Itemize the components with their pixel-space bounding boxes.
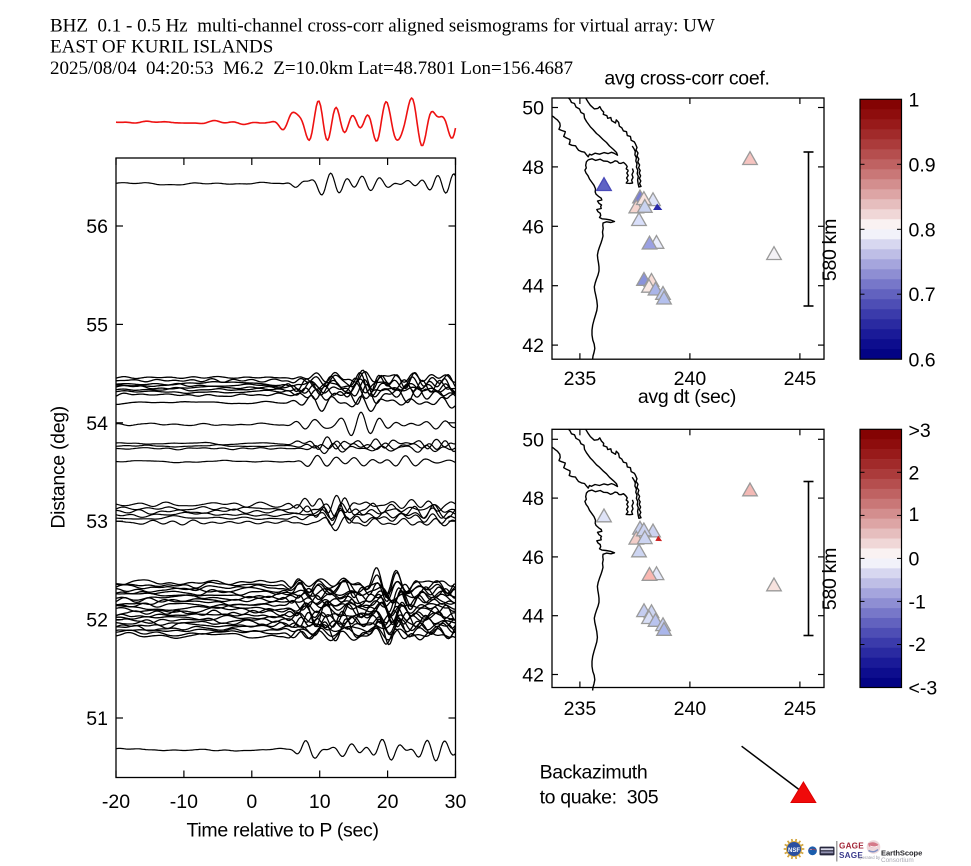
svg-text:0.6: 0.6 — [909, 349, 936, 371]
svg-text:55: 55 — [86, 314, 108, 336]
svg-text:2: 2 — [909, 462, 920, 484]
svg-text:56: 56 — [86, 216, 108, 238]
svg-text:245: 245 — [784, 368, 817, 390]
svg-text:48: 48 — [522, 157, 544, 179]
svg-text:Consortium: Consortium — [881, 857, 914, 864]
svg-text:to quake: 305: to quake: 305 — [540, 786, 659, 808]
svg-text:Distance (deg): Distance (deg) — [48, 406, 70, 529]
svg-text:54: 54 — [86, 413, 108, 435]
svg-text:-20: -20 — [102, 791, 130, 813]
svg-text:0: 0 — [246, 791, 257, 813]
svg-text:240: 240 — [674, 698, 707, 720]
svg-text:42: 42 — [522, 665, 544, 687]
svg-text:235: 235 — [564, 368, 597, 390]
svg-text:1: 1 — [909, 90, 920, 112]
svg-text:52: 52 — [86, 610, 108, 632]
svg-text:0.8: 0.8 — [909, 219, 936, 241]
svg-text:50: 50 — [522, 98, 544, 120]
svg-text:50: 50 — [522, 429, 544, 451]
svg-text:EAST OF KURIL ISLANDS: EAST OF KURIL ISLANDS — [50, 37, 273, 58]
svg-text:avg cross-corr coef.: avg cross-corr coef. — [604, 68, 769, 90]
svg-text:operated by: operated by — [858, 855, 881, 860]
svg-text:51: 51 — [86, 708, 108, 730]
svg-text:0.9: 0.9 — [909, 154, 936, 176]
svg-text:<-3: <-3 — [909, 678, 938, 700]
svg-text:580 km: 580 km — [819, 548, 841, 610]
svg-text:-2: -2 — [909, 634, 926, 656]
svg-text:Backazimuth: Backazimuth — [540, 762, 648, 784]
svg-text:GAGE: GAGE — [839, 842, 864, 851]
svg-text:Time relative to P (sec): Time relative to P (sec) — [186, 820, 378, 842]
svg-text:BHZ 0.1 - 0.5 Hz multi-chann: BHZ 0.1 - 0.5 Hz multi-channel cross-cor… — [50, 16, 715, 37]
svg-text:30: 30 — [445, 791, 467, 813]
svg-text:53: 53 — [86, 511, 108, 533]
svg-text:EarthScope: EarthScope — [881, 849, 922, 858]
svg-text:-10: -10 — [170, 791, 198, 813]
svg-text:46: 46 — [522, 547, 544, 569]
svg-text:10: 10 — [309, 791, 331, 813]
svg-text:240: 240 — [674, 368, 707, 390]
svg-text:0.7: 0.7 — [909, 284, 936, 306]
svg-text:0: 0 — [909, 548, 920, 570]
svg-text:580 km: 580 km — [819, 219, 841, 281]
svg-text:>3: >3 — [909, 420, 931, 442]
svg-text:20: 20 — [377, 791, 399, 813]
svg-text:1: 1 — [909, 504, 920, 526]
svg-text:SAGE: SAGE — [839, 851, 863, 860]
svg-text:48: 48 — [522, 488, 544, 510]
svg-text:245: 245 — [784, 698, 817, 720]
svg-text:2025/08/04 04:20:53 M6.2 Z=: 2025/08/04 04:20:53 M6.2 Z=10.0km Lat=48… — [50, 58, 573, 79]
svg-text:42: 42 — [522, 335, 544, 357]
svg-text:46: 46 — [522, 216, 544, 238]
svg-text:NSF: NSF — [788, 848, 800, 854]
svg-text:44: 44 — [522, 276, 544, 298]
svg-text:235: 235 — [564, 698, 597, 720]
svg-text:avg dt (sec): avg dt (sec) — [638, 386, 736, 408]
svg-text:44: 44 — [522, 606, 544, 628]
svg-text:-1: -1 — [909, 591, 926, 613]
